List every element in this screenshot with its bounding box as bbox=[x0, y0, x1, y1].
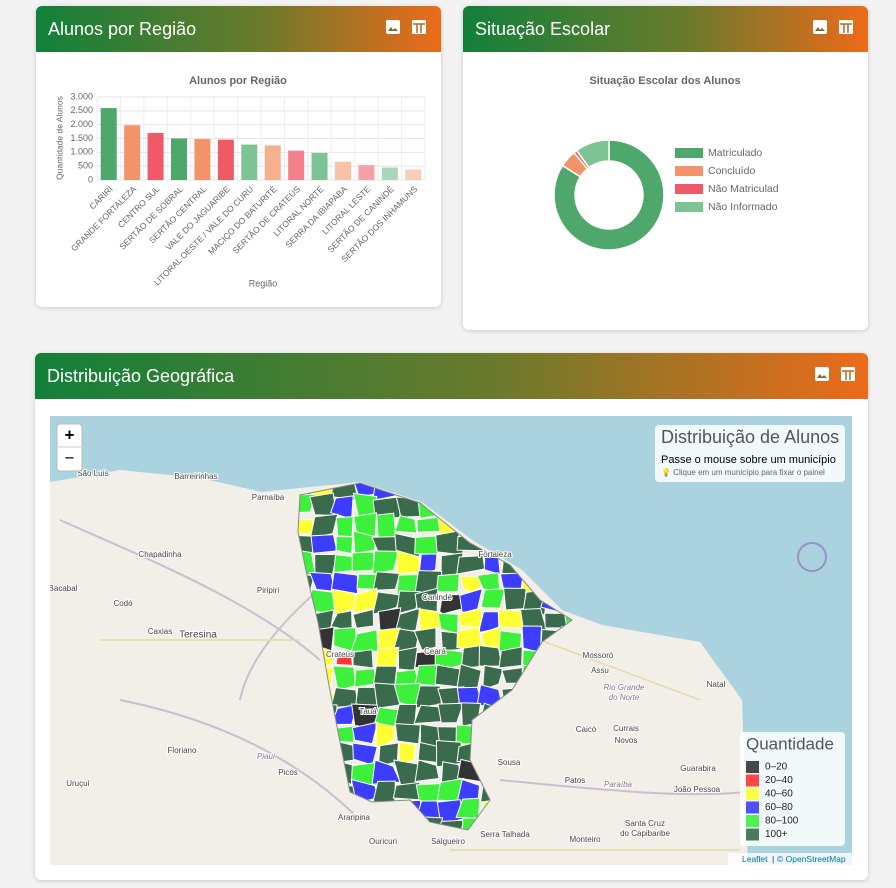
card-title: Alunos por Região bbox=[36, 6, 441, 52]
image-icon[interactable] bbox=[812, 19, 828, 35]
table-icon[interactable] bbox=[838, 19, 854, 35]
card-title: Situação Escolar bbox=[463, 6, 868, 52]
image-icon[interactable] bbox=[385, 19, 401, 35]
card: Situação Escolar bbox=[463, 6, 868, 330]
card: Distribuição Geográfica bbox=[35, 353, 868, 880]
card: Alunos por Região bbox=[36, 6, 441, 307]
card-title: Distribuição Geográfica bbox=[35, 353, 868, 399]
table-icon[interactable] bbox=[840, 366, 856, 382]
table-icon[interactable] bbox=[411, 19, 427, 35]
image-icon[interactable] bbox=[814, 366, 830, 382]
